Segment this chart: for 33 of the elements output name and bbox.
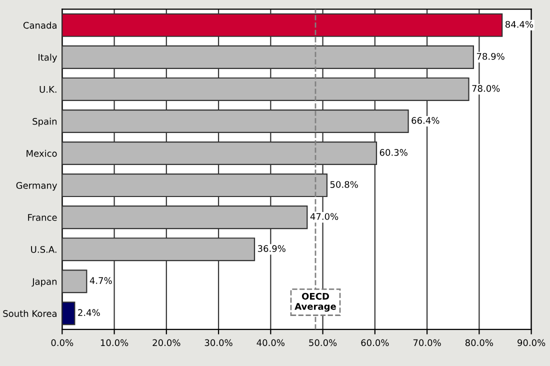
data-label: 36.9%	[258, 245, 286, 252]
x-tick-label: 80.0%	[465, 339, 494, 346]
bar	[62, 270, 88, 294]
data-label: 78.9%	[476, 52, 504, 60]
data-label: 66.4%	[412, 117, 440, 124]
data-label: 47.0%	[310, 213, 338, 220]
y-tick-label: Italy	[38, 54, 58, 62]
y-tick-label: U.S.A.	[31, 246, 56, 253]
y-tick-label: Germany	[16, 182, 58, 191]
data-label: 2.4%	[78, 309, 100, 316]
x-tick-label: 30.0%	[204, 339, 232, 346]
ref-line-label: OECD Average	[294, 292, 336, 312]
y-tick-label: U.K.	[40, 86, 56, 93]
y-tick-label: Spain	[32, 118, 57, 127]
y-tick-label: Canada	[23, 22, 56, 29]
bar	[62, 302, 76, 326]
data-label: 50.8%	[330, 181, 358, 188]
data-label: 84.4%	[506, 20, 534, 28]
y-tick-label: Mexico	[26, 150, 57, 157]
data-label: 60.3%	[380, 149, 408, 156]
x-tick-label: 20.0%	[152, 339, 180, 346]
x-tick-label: 60.0%	[361, 339, 389, 346]
data-label: 4.7%	[90, 277, 112, 284]
x-tick-label: 90.0%	[518, 339, 546, 346]
y-tick-label: Japan	[32, 278, 57, 287]
x-tick-label: 40.0%	[256, 339, 285, 346]
x-tick-label: 70.0%	[413, 339, 441, 346]
x-tick-label: 50.0%	[309, 339, 337, 346]
y-tick-label: France	[28, 214, 57, 221]
x-tick-label: 0.0%	[51, 339, 74, 346]
x-tick-label: 10.0%	[100, 339, 128, 346]
data-label: 78.0%	[472, 85, 500, 92]
y-tick-label: South Korea	[3, 310, 56, 317]
